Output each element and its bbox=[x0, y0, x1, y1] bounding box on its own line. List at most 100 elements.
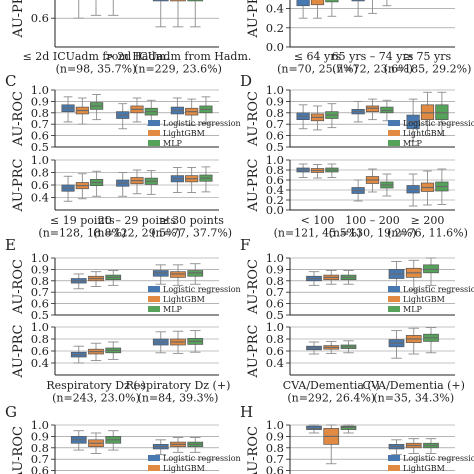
box-logistic-regression bbox=[152, 264, 169, 285]
y-axis-label: AU-PRC bbox=[246, 158, 261, 212]
box-lightgbm bbox=[185, 167, 199, 193]
x-category-line: Respiratory Dz (-) bbox=[46, 379, 145, 392]
y-tick-label: 0.6 bbox=[266, 344, 284, 358]
box-mlp bbox=[199, 166, 213, 193]
x-category-line: < 100 bbox=[301, 214, 335, 227]
y-tick-label: 1.0 bbox=[266, 83, 284, 97]
x-category-line: ≤ 64 yrs bbox=[294, 50, 342, 63]
y-tick-label: 0.0 bbox=[266, 203, 284, 217]
panel-top-1: 0.00.20.40.6AU-PRC≤ 64 yrs(n=70, 25.7%)6… bbox=[246, 0, 471, 76]
box-lightgbm bbox=[310, 0, 325, 19]
panel-D: D0.50.60.70.80.91.0AU-ROC0.00.20.40.60.8… bbox=[240, 72, 474, 240]
box-lightgbm bbox=[170, 264, 186, 286]
y-tick-label: 0.8 bbox=[266, 332, 284, 346]
x-category-line: (n=243, 23.0%) bbox=[52, 392, 140, 405]
box-lightgbm bbox=[170, 330, 186, 354]
x-category-label: Respiratory Dz (+) (n=84, 39.3%) bbox=[126, 379, 231, 405]
box-logistic-regression bbox=[70, 273, 87, 290]
y-tick-label: 1.0 bbox=[31, 153, 49, 167]
x-category-label: > 2d ICUadm from Hadm. (n=229, 23.6%) bbox=[105, 50, 252, 76]
legend-swatch bbox=[388, 140, 400, 146]
subplot-au-roc: 0.50.60.70.80.91.0 AU-ROC bbox=[11, 83, 219, 154]
y-axis-label: AU-PRC bbox=[246, 0, 261, 39]
x-category-label: 100 – 200 (n=130, 19.2%) bbox=[329, 214, 417, 240]
box-logistic-regression bbox=[152, 331, 169, 354]
box-logistic-regression bbox=[170, 167, 184, 193]
subplot-au-prc: 0.00.20.40.6AU-PRC bbox=[246, 0, 455, 54]
x-category-line: ≤ 2d ICUadm from Hadm. bbox=[23, 50, 170, 63]
box-lightgbm bbox=[405, 438, 422, 454]
box-mlp bbox=[187, 437, 204, 453]
y-tick-label: 0.7 bbox=[266, 285, 284, 299]
box-logistic-regression bbox=[306, 424, 322, 434]
box-logistic-regression bbox=[388, 439, 405, 456]
y-tick-label: 0.5 bbox=[266, 308, 284, 322]
box-mlp bbox=[105, 270, 122, 286]
y-axis-label: AU-PRC bbox=[11, 324, 26, 378]
box-mlp bbox=[187, 330, 204, 353]
y-tick-label: 0.4 bbox=[31, 356, 49, 370]
x-category-label: ≥ 200 (n=76, 11.6%) bbox=[387, 214, 468, 240]
x-category-line: 65 yrs – 74 yrs bbox=[332, 50, 414, 63]
box-mlp bbox=[435, 168, 449, 205]
y-tick-label: 0.6 bbox=[266, 464, 284, 474]
y-tick-label: 0.6 bbox=[31, 11, 49, 25]
y-tick-label: 0.9 bbox=[31, 262, 49, 276]
x-category-line: (n=35, 34.3%) bbox=[373, 392, 454, 405]
x-category-label: 65 yrs – 74 yrs (n=72, 23.6%) bbox=[332, 50, 414, 76]
y-axis-label: AU-PRC bbox=[11, 0, 26, 39]
x-category-line: (n=84, 39.3%) bbox=[138, 392, 219, 405]
box-mlp bbox=[108, 0, 119, 16]
x-category-line: (n=70, 25.7%) bbox=[277, 63, 358, 76]
box-iqr bbox=[325, 0, 339, 3]
panel-C: C0.50.60.70.80.91.0AU-ROC0.40.60.81.0AU-… bbox=[5, 72, 241, 240]
subplot-au-roc: 0.50.60.70.80.91.0 AU-ROC bbox=[246, 83, 455, 154]
legend-label: LightGBM bbox=[403, 464, 445, 473]
legend-swatch bbox=[148, 465, 160, 471]
x-category-line: ≥ 200 bbox=[411, 214, 445, 227]
subplot-au-prc: 0.00.20.40.60.81.0 AU-PRC bbox=[246, 153, 455, 217]
y-tick-label: 0.2 bbox=[266, 193, 284, 207]
legend-label: Logistic regression bbox=[163, 285, 241, 294]
subplot-au-prc: 0.40.60.81.0 AU-PRC bbox=[11, 320, 219, 379]
y-axis-label: AU-ROC bbox=[246, 259, 261, 315]
y-tick-label: 1.0 bbox=[31, 83, 49, 97]
panel-letter: H bbox=[240, 403, 253, 421]
panel-letter: D bbox=[240, 72, 252, 90]
box-logistic-regression bbox=[406, 173, 420, 207]
legend-swatch bbox=[148, 306, 160, 312]
y-axis-label: AU-ROC bbox=[11, 426, 26, 474]
y-tick-label: 0.6 bbox=[31, 297, 49, 311]
y-tick-label: 0.7 bbox=[31, 452, 49, 466]
x-category-line: Respiratory Dz (+) bbox=[126, 379, 231, 392]
y-tick-label: 0.4 bbox=[266, 183, 284, 197]
box-mlp bbox=[187, 0, 204, 28]
legend-swatch bbox=[148, 120, 160, 126]
y-tick-label: 1.0 bbox=[266, 320, 284, 334]
box-lightgbm bbox=[75, 97, 89, 125]
y-tick-label: 1.0 bbox=[31, 320, 49, 334]
y-axis-label: AU-ROC bbox=[246, 91, 261, 147]
box-mlp bbox=[90, 170, 104, 197]
y-axis-label: AU-ROC bbox=[246, 426, 261, 474]
y-tick-label: 0.5 bbox=[31, 140, 49, 154]
y-tick-label: 1.0 bbox=[31, 418, 49, 432]
y-tick-label: 0.6 bbox=[266, 297, 284, 311]
box-lightgbm bbox=[365, 98, 380, 121]
legend-label: LightGBM bbox=[163, 295, 205, 304]
subplot-au-prc: 0.60.8AU-PRC bbox=[11, 0, 219, 48]
x-category-line: ≤ 19 points bbox=[50, 214, 115, 227]
legend-label: Logistic regression bbox=[403, 119, 474, 128]
box-lightgbm bbox=[420, 170, 435, 206]
y-tick-label: 0.8 bbox=[266, 274, 284, 288]
box-logistic-regression bbox=[116, 103, 130, 130]
box-logistic-regression bbox=[70, 430, 87, 451]
x-category-label: CVA/Dementia (+) (n=35, 34.3%) bbox=[363, 379, 465, 405]
y-tick-label: 0.7 bbox=[31, 285, 49, 299]
y-tick-label: 0.7 bbox=[31, 117, 49, 131]
box-lightgbm bbox=[420, 91, 435, 137]
x-category-line: (n=98, 35.7%) bbox=[56, 63, 137, 76]
